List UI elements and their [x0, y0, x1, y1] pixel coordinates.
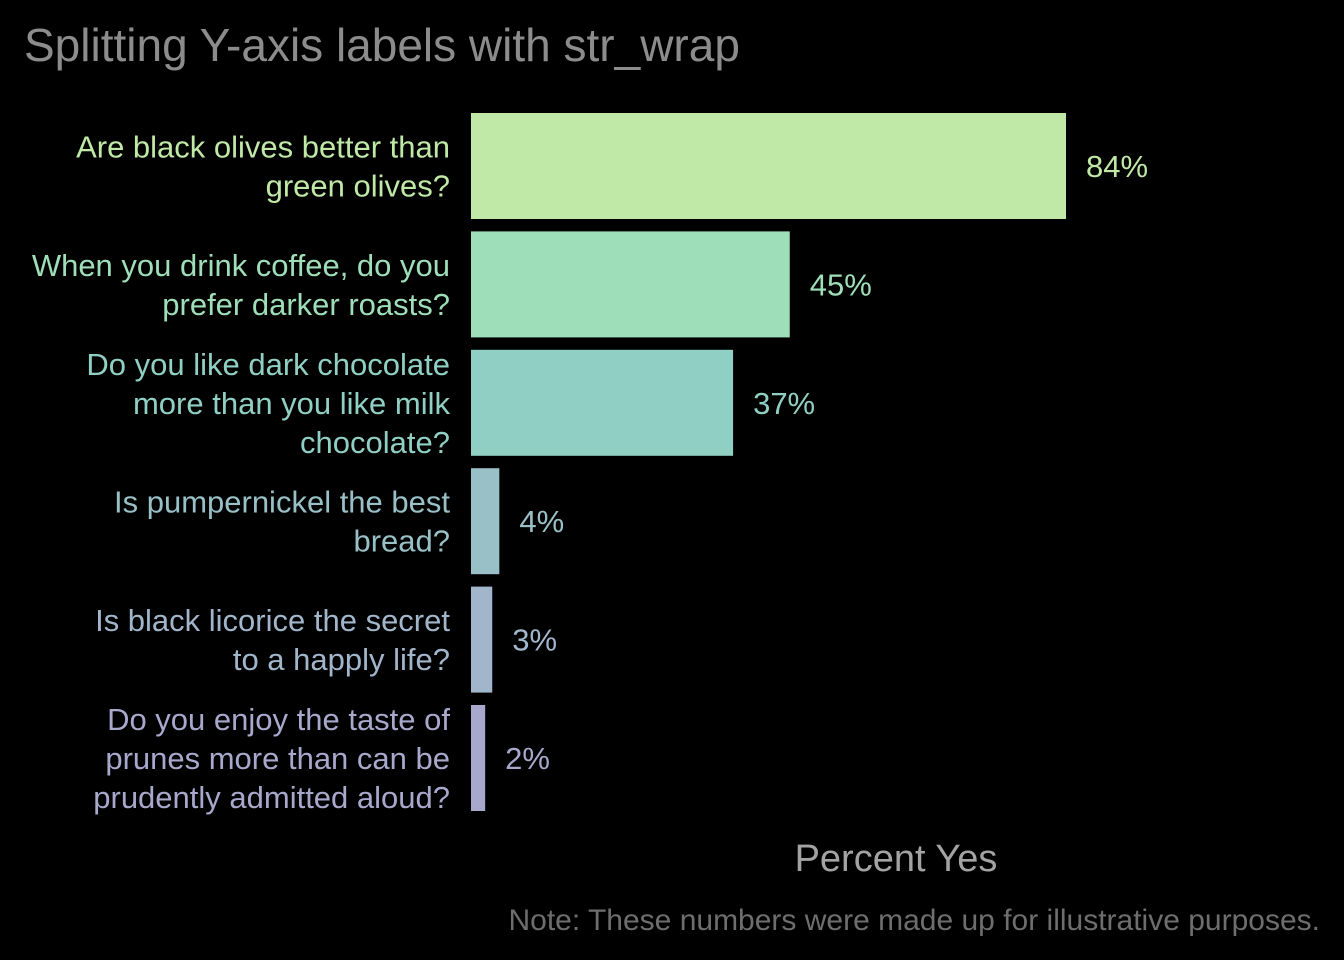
value-label-4: 4%	[519, 504, 564, 539]
category-label-1-line-2: green olives?	[266, 169, 450, 204]
value-label-5: 3%	[512, 623, 557, 658]
category-label-4-line-2: bread?	[353, 524, 450, 559]
category-label-6-line-3: prudently admitted aloud?	[93, 780, 450, 815]
chart-title: Splitting Y-axis labels with str_wrap	[24, 19, 740, 71]
plot-area: 84% Are black olives better than green oli…	[32, 113, 1148, 815]
category-label-5-line-1: Is black licorice the secret	[95, 603, 450, 638]
category-label-6-line-2: prunes more than can be	[105, 741, 450, 776]
bar-5	[471, 586, 493, 693]
category-label-1-line-1: Are black olives better than	[76, 130, 450, 165]
category-label-2-line-2: prefer darker roasts?	[162, 287, 450, 322]
category-label-2-line-1: When you drink coffee, do you	[32, 248, 450, 283]
category-label-3-line-1: Do you like dark chocolate	[86, 347, 450, 382]
value-label-2: 45%	[810, 267, 872, 302]
value-label-6: 2%	[505, 741, 550, 776]
bar-3	[471, 349, 734, 456]
category-label-3-line-3: chocolate?	[300, 425, 450, 460]
value-label-3: 37%	[753, 386, 815, 421]
x-axis-label: Percent Yes	[795, 838, 998, 880]
bar-1	[471, 113, 1066, 219]
value-label-1: 84%	[1086, 149, 1148, 184]
category-label-5-line-2: to a happly life?	[233, 642, 450, 677]
bar-6	[471, 705, 486, 811]
chart-caption: Note: These numbers were made up for ill…	[508, 904, 1320, 937]
category-label-6-line-1: Do you enjoy the taste of	[107, 702, 450, 737]
bar-4	[471, 468, 500, 575]
category-label-3-line-2: more than you like milk	[133, 386, 451, 421]
category-label-4-line-1: Is pumpernickel the best	[114, 485, 450, 520]
bar-2	[471, 231, 790, 338]
